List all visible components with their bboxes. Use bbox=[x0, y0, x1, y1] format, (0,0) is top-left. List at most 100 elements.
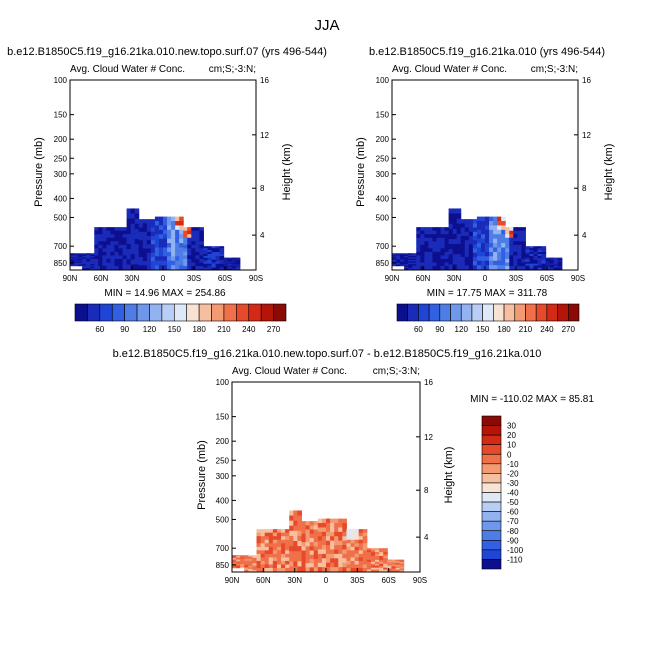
field-cell bbox=[313, 525, 319, 531]
field-cell bbox=[232, 559, 237, 561]
field-cell bbox=[392, 255, 397, 257]
field-cell bbox=[472, 265, 478, 271]
field-cell bbox=[219, 267, 225, 271]
field-cell bbox=[448, 238, 454, 245]
field-cell bbox=[317, 523, 323, 528]
field-cell bbox=[432, 258, 437, 263]
field-cell bbox=[317, 540, 323, 546]
field-cell bbox=[240, 566, 245, 569]
field-cell bbox=[370, 561, 376, 565]
field-cell bbox=[118, 244, 124, 249]
field-cell bbox=[313, 521, 319, 526]
colorbar-box bbox=[557, 303, 569, 322]
colorbar-box bbox=[481, 453, 502, 465]
field-cell bbox=[354, 553, 360, 558]
field-cell bbox=[195, 248, 200, 253]
field-cell bbox=[537, 252, 543, 255]
field-cell bbox=[256, 532, 262, 537]
field-cell bbox=[114, 244, 120, 249]
field-cell bbox=[396, 259, 401, 262]
field-cell bbox=[203, 257, 208, 261]
field-cell bbox=[338, 562, 343, 568]
field-cell bbox=[187, 262, 192, 267]
field-cell bbox=[541, 252, 547, 255]
field-cell bbox=[223, 260, 229, 263]
field-cell bbox=[485, 234, 490, 240]
field-cell bbox=[98, 244, 103, 249]
field-cell bbox=[395, 563, 401, 566]
field-cell bbox=[240, 555, 245, 557]
field-cell bbox=[142, 256, 148, 262]
field-cell bbox=[158, 238, 164, 244]
field-cell bbox=[78, 260, 83, 263]
field-cell bbox=[138, 252, 144, 258]
field-cell bbox=[126, 249, 132, 255]
field-cell bbox=[150, 248, 156, 254]
field-cell bbox=[424, 266, 429, 271]
field-cell bbox=[78, 254, 83, 256]
field-cell bbox=[150, 231, 156, 237]
field-cell bbox=[317, 545, 323, 550]
field-cell bbox=[480, 247, 486, 253]
field-cell bbox=[428, 251, 433, 256]
field-cell bbox=[146, 240, 152, 245]
field-cell bbox=[545, 264, 551, 267]
field-cell bbox=[517, 251, 522, 256]
field-cell bbox=[227, 258, 233, 261]
field-cell bbox=[529, 250, 535, 253]
field-cell bbox=[330, 562, 335, 568]
field-cell bbox=[70, 260, 75, 263]
field-cell bbox=[235, 264, 241, 267]
field-cell bbox=[350, 546, 356, 551]
field-cell bbox=[476, 221, 482, 226]
field-cell bbox=[317, 527, 323, 533]
field-cell bbox=[175, 238, 180, 244]
field-cell bbox=[232, 560, 237, 562]
field-cell bbox=[154, 229, 160, 235]
field-cell bbox=[387, 560, 392, 563]
field-cell bbox=[404, 258, 409, 261]
field-cell bbox=[256, 546, 262, 551]
field-cell bbox=[203, 265, 208, 269]
field-cell bbox=[211, 267, 217, 271]
field-cell bbox=[158, 256, 164, 262]
field-cell bbox=[489, 225, 494, 231]
field-cell bbox=[424, 230, 429, 235]
field-cell bbox=[252, 564, 258, 567]
field-cell bbox=[264, 539, 270, 544]
field-cell bbox=[468, 261, 474, 266]
field-cell bbox=[289, 525, 294, 532]
field-cell bbox=[130, 218, 136, 225]
colorbar-box bbox=[407, 303, 419, 322]
field-cell bbox=[464, 256, 470, 262]
panel-2-min-max: MIN = 17.75 MAX = 311.78 bbox=[427, 288, 548, 299]
field-cell bbox=[464, 261, 470, 266]
field-cell bbox=[317, 531, 323, 537]
field-cell bbox=[203, 252, 208, 255]
field-cell bbox=[195, 227, 200, 232]
field-cell bbox=[187, 258, 192, 263]
field-cell bbox=[452, 223, 458, 230]
field-cell bbox=[175, 251, 180, 257]
field-cell bbox=[150, 252, 156, 258]
field-cell bbox=[305, 550, 311, 556]
field-cell bbox=[529, 263, 535, 267]
colorbar-box bbox=[481, 425, 502, 436]
field-cell bbox=[489, 238, 494, 244]
field-cell bbox=[456, 238, 462, 245]
colorbar-label: -10 bbox=[507, 460, 519, 469]
field-cell bbox=[375, 557, 380, 561]
field-cell bbox=[545, 268, 551, 271]
field-cell bbox=[513, 251, 518, 256]
field-cell bbox=[342, 567, 347, 573]
lat-tick-label: 0 bbox=[161, 274, 166, 283]
field-cell bbox=[326, 567, 331, 573]
field-cell bbox=[525, 265, 530, 269]
field-cell bbox=[86, 253, 91, 256]
field-cell bbox=[452, 249, 458, 255]
field-cell bbox=[102, 255, 107, 260]
colorbar-box bbox=[503, 303, 516, 322]
field-cell bbox=[545, 262, 551, 265]
field-cell bbox=[285, 532, 290, 537]
height-tick-label: 4 bbox=[260, 231, 265, 240]
